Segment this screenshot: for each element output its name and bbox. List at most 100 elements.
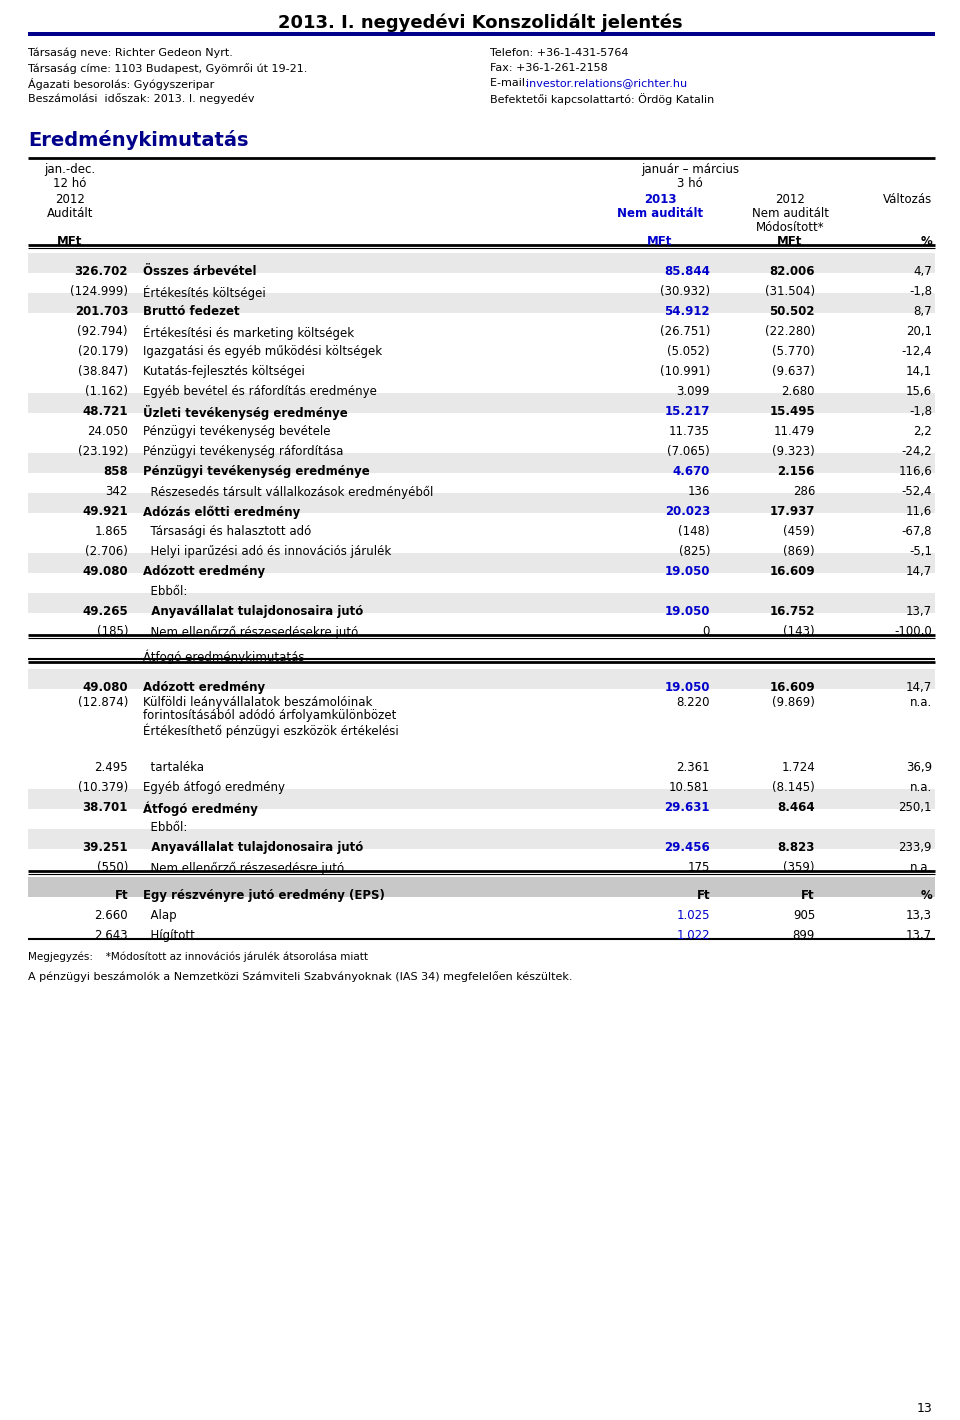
- Text: Külföldi leányvállalatok beszámolóinak: Külföldi leányvállalatok beszámolóinak: [143, 696, 372, 709]
- Text: Összes árbevétel: Összes árbevétel: [143, 266, 256, 278]
- Text: forintosításából adódó árfolyamkülönbözet: forintosításából adódó árfolyamkülönböze…: [143, 710, 396, 723]
- Text: n.a.: n.a.: [910, 696, 932, 709]
- Text: (22.280): (22.280): [765, 325, 815, 338]
- Text: (459): (459): [783, 525, 815, 538]
- Text: 49.265: 49.265: [83, 605, 128, 618]
- Text: jan.-dec.: jan.-dec.: [44, 163, 96, 176]
- Text: Egyéb bevétel és ráfordítás eredménye: Egyéb bevétel és ráfordítás eredménye: [143, 385, 377, 399]
- Text: (825): (825): [679, 545, 710, 558]
- Text: (8.145): (8.145): [772, 781, 815, 794]
- Text: -1,8: -1,8: [909, 285, 932, 298]
- Text: tartaléka: tartaléka: [143, 761, 204, 774]
- Text: 8.464: 8.464: [778, 801, 815, 815]
- Text: %: %: [921, 889, 932, 902]
- Text: 858: 858: [104, 466, 128, 479]
- Text: (20.179): (20.179): [78, 345, 128, 358]
- Text: 19.050: 19.050: [664, 565, 710, 578]
- Text: 175: 175: [687, 862, 710, 875]
- Text: (10.991): (10.991): [660, 365, 710, 378]
- Text: 49.080: 49.080: [83, 565, 128, 578]
- Text: 3.099: 3.099: [677, 385, 710, 399]
- Text: 48.721: 48.721: [83, 405, 128, 419]
- Bar: [28, 453, 935, 473]
- Text: Részesedés társult vállalkozások eredményéből: Részesedés társult vállalkozások eredmén…: [143, 486, 433, 498]
- Text: 10.581: 10.581: [669, 781, 710, 794]
- Text: (9.637): (9.637): [772, 365, 815, 378]
- Text: 2012: 2012: [775, 193, 804, 206]
- Text: Telefon: +36-1-431-5764: Telefon: +36-1-431-5764: [490, 48, 629, 58]
- Text: Módosított*: Módosított*: [756, 222, 825, 234]
- Text: Bruttó fedezet: Bruttó fedezet: [143, 305, 240, 318]
- Text: 2.680: 2.680: [781, 385, 815, 399]
- Text: 1.724: 1.724: [781, 761, 815, 774]
- Text: (30.932): (30.932): [660, 285, 710, 298]
- Text: Alap: Alap: [143, 909, 177, 923]
- Text: (38.847): (38.847): [78, 365, 128, 378]
- Text: Ft: Ft: [802, 889, 815, 902]
- Text: (23.192): (23.192): [78, 446, 128, 459]
- Text: (10.379): (10.379): [78, 781, 128, 794]
- Text: 19.050: 19.050: [664, 682, 710, 694]
- Text: 13,3: 13,3: [906, 909, 932, 923]
- Text: 17.937: 17.937: [770, 506, 815, 518]
- Text: 39.251: 39.251: [83, 842, 128, 855]
- Text: 250,1: 250,1: [899, 801, 932, 815]
- Text: 899: 899: [793, 930, 815, 943]
- Text: 286: 286: [793, 486, 815, 498]
- Text: -67,8: -67,8: [901, 525, 932, 538]
- Text: 2012: 2012: [55, 193, 84, 206]
- Text: 85.844: 85.844: [664, 266, 710, 278]
- Text: MFt: MFt: [647, 234, 673, 248]
- Text: Értékesítési és marketing költségek: Értékesítési és marketing költségek: [143, 325, 354, 339]
- Text: 15,6: 15,6: [906, 385, 932, 399]
- Text: Értékesítés költségei: Értékesítés költségei: [143, 285, 266, 300]
- Text: Ebből:: Ebből:: [143, 585, 187, 598]
- Text: 1.022: 1.022: [677, 930, 710, 943]
- Text: MFt: MFt: [58, 234, 83, 248]
- Text: 49.921: 49.921: [83, 506, 128, 518]
- Text: (869): (869): [783, 545, 815, 558]
- Text: 2,2: 2,2: [913, 426, 932, 439]
- Text: 16.752: 16.752: [770, 605, 815, 618]
- Bar: [28, 790, 935, 809]
- Text: Helyi iparűzési adó és innovációs járulék: Helyi iparűzési adó és innovációs járulé…: [143, 545, 392, 558]
- Text: Nem auditált: Nem auditált: [752, 207, 828, 220]
- Text: 201.703: 201.703: [75, 305, 128, 318]
- Text: (7.065): (7.065): [667, 446, 710, 459]
- Bar: [28, 594, 935, 613]
- Text: Ft: Ft: [696, 889, 710, 902]
- Text: 20,1: 20,1: [906, 325, 932, 338]
- Text: Pénzügyi tevékenység ráfordítása: Pénzügyi tevékenység ráfordítása: [143, 446, 344, 459]
- Text: 54.912: 54.912: [664, 305, 710, 318]
- Bar: [28, 552, 935, 574]
- Text: Auditált: Auditált: [47, 207, 93, 220]
- Text: (143): (143): [783, 625, 815, 639]
- Text: 342: 342: [106, 486, 128, 498]
- Text: 13: 13: [916, 1402, 932, 1414]
- Text: 16.609: 16.609: [769, 682, 815, 694]
- Text: investor.relations@richter.hu: investor.relations@richter.hu: [526, 78, 687, 88]
- Text: 38.701: 38.701: [83, 801, 128, 815]
- Text: n.a.: n.a.: [910, 862, 932, 875]
- Text: 2013. I. negyedévi Konszolidált jelentés: 2013. I. negyedévi Konszolidált jelentés: [277, 14, 683, 33]
- Text: (148): (148): [679, 525, 710, 538]
- Text: (1.162): (1.162): [85, 385, 128, 399]
- Text: (12.874): (12.874): [78, 696, 128, 709]
- Text: 136: 136: [687, 486, 710, 498]
- Text: 3 hó: 3 hó: [677, 178, 703, 190]
- Text: Átfogó eredmény: Átfogó eredmény: [143, 801, 258, 816]
- Text: 0: 0: [703, 625, 710, 639]
- Text: 15.217: 15.217: [664, 405, 710, 419]
- Text: n.a.: n.a.: [910, 781, 932, 794]
- Text: 82.006: 82.006: [770, 266, 815, 278]
- Text: Társaság címe: 1103 Budapest, Gyömrői út 19-21.: Társaság címe: 1103 Budapest, Gyömrői út…: [28, 62, 307, 74]
- Bar: [28, 878, 935, 897]
- Text: 2013: 2013: [644, 193, 676, 206]
- Text: Nem auditált: Nem auditált: [617, 207, 703, 220]
- Text: 11.735: 11.735: [669, 426, 710, 439]
- Text: (9.869): (9.869): [772, 696, 815, 709]
- Text: Üzleti tevékenység eredménye: Üzleti tevékenység eredménye: [143, 405, 348, 420]
- Text: Befektetői kapcsolattartó: Ördög Katalin: Befektetői kapcsolattartó: Ördög Katalin: [490, 92, 714, 105]
- Text: -1,8: -1,8: [909, 405, 932, 419]
- Text: Megjegyzés:: Megjegyzés:: [28, 951, 93, 961]
